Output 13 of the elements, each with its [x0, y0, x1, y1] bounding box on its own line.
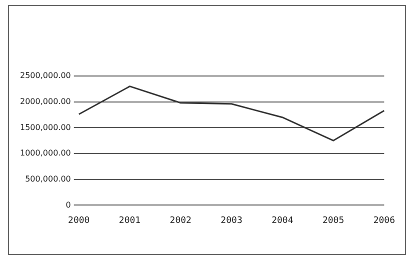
x-tick-label: 2005: [322, 216, 344, 226]
x-tick-label: 2003: [220, 216, 242, 226]
x-tick-label: 2002: [170, 216, 192, 226]
x-tick-label: 2000: [68, 216, 90, 226]
y-tick-label: 0: [66, 200, 71, 210]
y-tick-label: 2000,000.00: [20, 96, 71, 106]
x-tick-label: 2004: [272, 216, 294, 226]
x-tick-label: 2006: [373, 216, 396, 226]
y-tick-label: 2500,000.00: [20, 71, 71, 80]
y-tick-label: 1000,000.00: [20, 148, 71, 158]
x-tick-label: 2001: [118, 216, 141, 226]
y-tick-label: 1500,000.00: [20, 122, 71, 132]
y-tick-label: 500,000.00: [25, 174, 71, 184]
